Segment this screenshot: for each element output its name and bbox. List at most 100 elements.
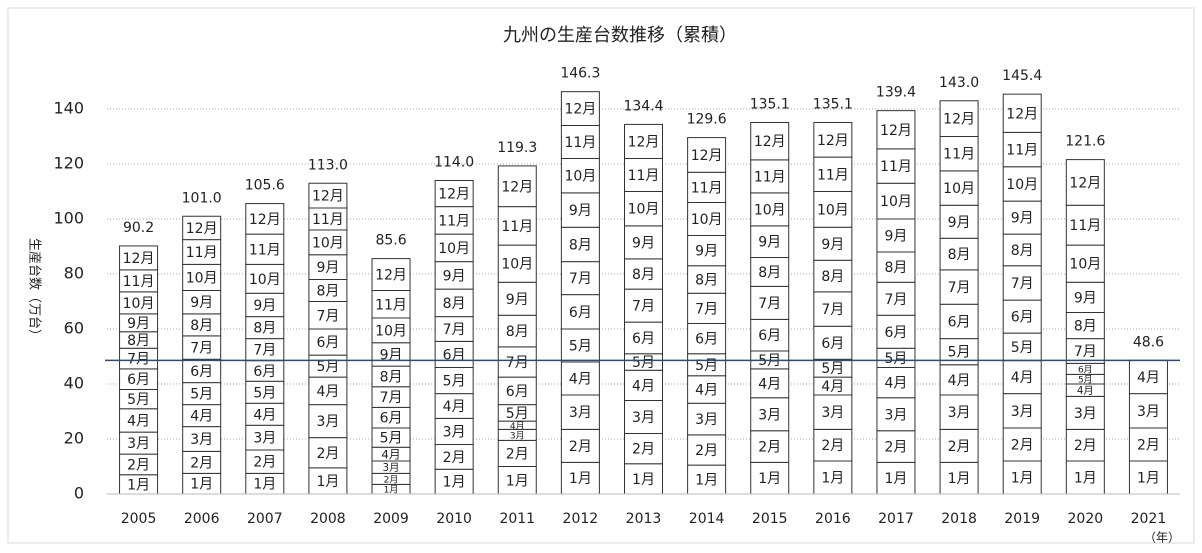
segment-label: 12月 xyxy=(501,179,533,195)
bar-segment xyxy=(624,191,663,227)
segment-label: 4月 xyxy=(253,407,276,423)
segment-label: 4月 xyxy=(1137,370,1160,386)
y-tick-label: 80 xyxy=(64,264,84,283)
segment-label: 4月 xyxy=(948,373,971,389)
segment-label: 8月 xyxy=(253,321,276,337)
segment-label: 9月 xyxy=(443,268,466,284)
bar-segment xyxy=(813,226,853,261)
bar-segment xyxy=(939,303,979,340)
segment-label: 6月 xyxy=(1011,310,1034,326)
bar-segment xyxy=(497,281,537,316)
x-tick-label: 2005 xyxy=(121,511,157,527)
bar-segment xyxy=(371,258,411,292)
bar-segment xyxy=(434,206,474,235)
bar-segment xyxy=(624,123,663,159)
bar-segment xyxy=(1002,93,1042,133)
segment-label: 7月 xyxy=(127,352,150,368)
x-tick-label: 2014 xyxy=(689,511,725,527)
bar-segment xyxy=(497,206,537,246)
total-label: 85.6 xyxy=(375,233,406,249)
segment-label: 3月 xyxy=(948,405,971,421)
segment-label: 10月 xyxy=(943,181,975,197)
segment-label: 11月 xyxy=(880,159,912,175)
segment-label: 1月 xyxy=(569,471,592,487)
segment-label: 9月 xyxy=(758,235,781,251)
segment-label: 6月 xyxy=(885,325,908,341)
segment-label: 8月 xyxy=(380,369,403,385)
bar-segment xyxy=(939,269,979,305)
segment-label: 2月 xyxy=(1011,438,1034,454)
bar-segment xyxy=(434,180,474,208)
segment-label: 4月 xyxy=(758,376,781,392)
segment-label: 3月 xyxy=(190,432,213,448)
bar-segment xyxy=(497,314,537,348)
bar-segment xyxy=(308,301,348,330)
segment-label: 12月 xyxy=(186,221,218,237)
segment-label: 1月 xyxy=(632,472,655,488)
segment-label: 10月 xyxy=(186,270,218,286)
segment-label: 11月 xyxy=(564,135,596,151)
segment-label: 8月 xyxy=(1074,319,1097,335)
bar-segment xyxy=(1065,460,1105,495)
segment-label: 5月 xyxy=(190,387,213,403)
y-tick-label: 0 xyxy=(74,484,84,503)
x-tick-label: 2018 xyxy=(941,511,977,527)
bar-segment xyxy=(560,294,600,330)
bar-segment xyxy=(813,259,853,293)
segment-label: 5月 xyxy=(821,361,844,377)
bar-segment xyxy=(939,136,979,172)
segment-label: 4月 xyxy=(632,378,655,394)
bar-segment xyxy=(182,263,222,291)
segment-label: 8月 xyxy=(190,318,213,334)
segment-label: 5月 xyxy=(316,359,339,375)
bar-segment xyxy=(245,263,285,294)
segment-label: 6月 xyxy=(632,331,655,347)
segment-label: 4月 xyxy=(821,379,844,395)
segment-label: 4月 xyxy=(1011,370,1034,386)
total-label: 135.1 xyxy=(750,96,790,112)
segment-label: 6月 xyxy=(253,364,276,380)
x-tick-label: 2017 xyxy=(878,511,914,527)
bar-segment xyxy=(939,100,979,137)
bar-segment xyxy=(876,461,916,495)
bar-segment xyxy=(434,316,474,342)
segment-label: 10月 xyxy=(375,323,407,339)
x-tick-label: 2020 xyxy=(1068,511,1104,527)
segment-label: 11月 xyxy=(691,180,723,196)
segment-label: 10月 xyxy=(438,241,470,257)
bar-segment xyxy=(1065,204,1105,246)
bar-segment xyxy=(497,244,537,283)
segment-label: 12月 xyxy=(438,187,470,203)
bar-segment xyxy=(1002,332,1042,362)
segment-label: 9月 xyxy=(821,237,844,253)
segment-label: 12月 xyxy=(312,189,344,205)
segment-label: 7月 xyxy=(316,308,339,324)
segment-label: 5月 xyxy=(253,385,276,401)
segment-label: 1月 xyxy=(821,471,844,487)
segment-label: 5月 xyxy=(632,355,655,371)
bar-segment xyxy=(434,417,474,445)
segment-label: 4月 xyxy=(381,448,400,462)
segment-label: 3月 xyxy=(443,424,466,440)
segment-label: 5月 xyxy=(695,358,718,374)
bar-segment xyxy=(1128,427,1168,462)
bar-segment xyxy=(560,192,600,228)
segment-label: 7月 xyxy=(1011,276,1034,292)
bar-segment xyxy=(750,192,790,227)
bar-segment xyxy=(1128,393,1168,429)
bar-segment xyxy=(750,318,790,352)
segment-label: 2月 xyxy=(821,438,844,454)
bar-segment xyxy=(560,158,600,194)
segment-label: 3月 xyxy=(383,462,400,474)
segment-label: 9月 xyxy=(127,316,150,332)
segment-label: 6月 xyxy=(316,335,339,351)
segment-label: 8月 xyxy=(569,237,592,253)
segment-label: 7月 xyxy=(190,341,213,357)
bar-segment xyxy=(1002,299,1042,334)
segment-label: 12月 xyxy=(691,148,723,164)
segment-label: 5月 xyxy=(443,374,466,390)
segment-label: 8月 xyxy=(316,284,339,300)
bar-segment xyxy=(308,182,348,209)
segment-label: 4月 xyxy=(1077,385,1094,397)
bar-segment xyxy=(182,215,222,241)
